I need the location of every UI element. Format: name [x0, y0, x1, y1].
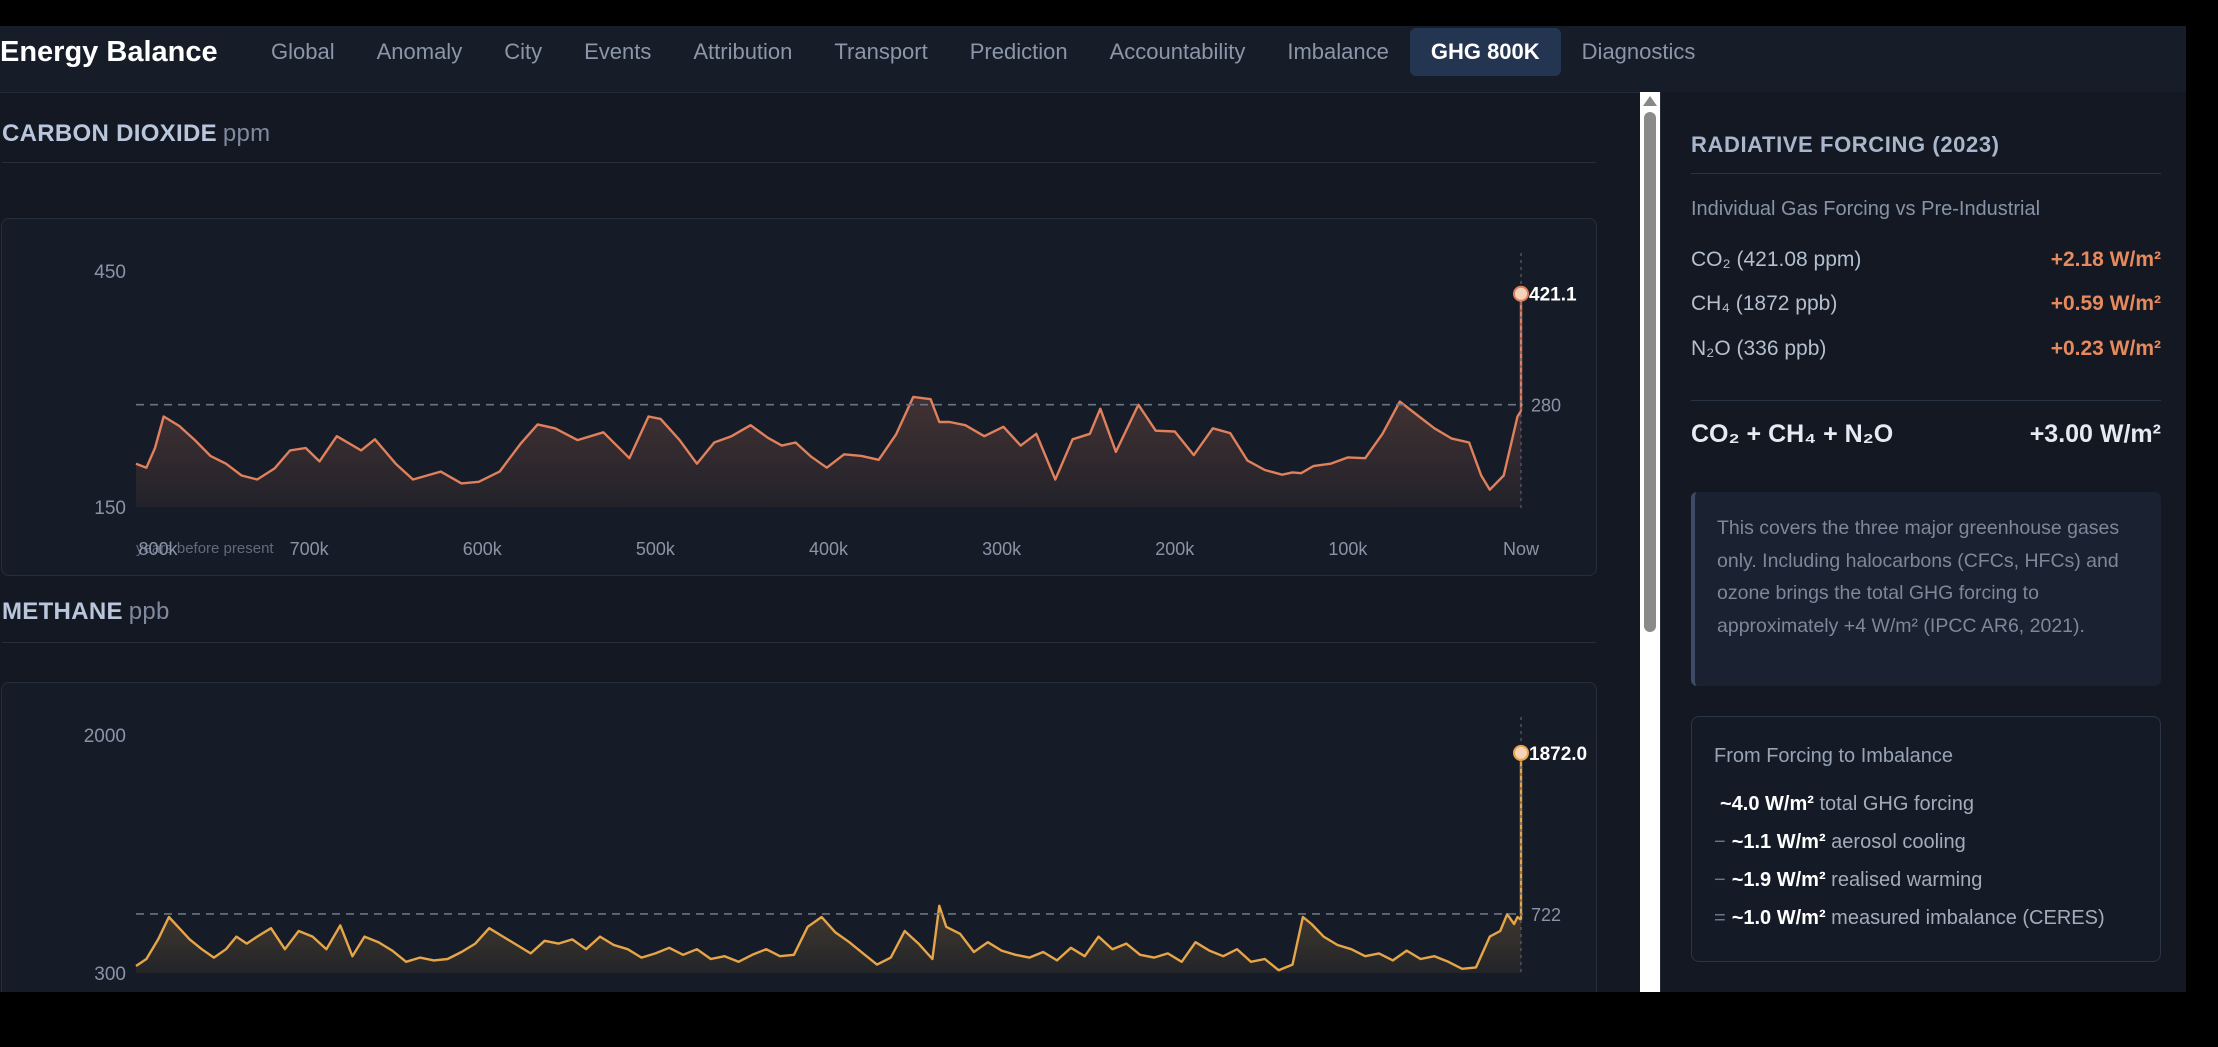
total-label: CO₂ + CH₄ + N₂O [1691, 420, 1894, 448]
forcing-line-text: realised warming [1825, 869, 1983, 891]
series-line [135, 904, 1522, 972]
gas-row-n2o: N₂O (336 ppb) +0.23 W/m² [1691, 337, 2161, 367]
total-forcing-row: CO₂ + CH₄ + N₂O +3.00 W/m² [1691, 420, 2161, 449]
forcing-box-title: From Forcing to Imbalance [1714, 745, 1953, 767]
x-tick-label: Now [1503, 539, 1540, 559]
forcing-op: − [1714, 831, 1726, 853]
forcing-line-value: ~1.1 W/m² [1731, 831, 1826, 853]
ch4-section-title: METHANE ppb [2, 598, 170, 626]
reference-label: 722 [1531, 905, 1561, 925]
tab-accountability[interactable]: Accountability [1109, 39, 1246, 64]
y-tick-label: 2000 [84, 726, 126, 747]
co2-unit: ppm [222, 120, 271, 147]
gas-name: CO₂ (421.08 ppm) [1691, 248, 1862, 271]
x-tick-label: 500k [636, 539, 676, 559]
co2-chart-card: 450 150 280 421.1 years before present 800k 70… [1, 218, 1597, 576]
forcing-line: − ~1.9 W/m² realised warming [1714, 869, 1982, 892]
tab-diagnostics[interactable]: Diagnostics [1581, 39, 1696, 64]
tab-prediction[interactable]: Prediction [969, 39, 1068, 64]
forcing-line-value: ~4.0 W/m² [1720, 793, 1814, 815]
x-axis-label: years before present [136, 540, 274, 557]
forcing-line-text: total GHG forcing [1813, 793, 1974, 815]
ch4-title: METHANE [2, 598, 123, 625]
current-value-dot[interactable] [1513, 744, 1529, 761]
brand-title: Energy Balance [0, 36, 218, 68]
series-area [136, 396, 1521, 507]
gas-name: N₂O (336 ppb) [1691, 337, 1827, 360]
tab-attribution[interactable]: Attribution [693, 39, 793, 64]
app-window: Energy Balance Global Anomaly City Events At… [0, 26, 2186, 992]
forcing-op: = [1714, 907, 1726, 929]
x-tick-label: 700k [290, 539, 330, 559]
x-tick-label: 200k [1155, 539, 1195, 559]
forcing-to-imbalance-box: From Forcing to Imbalance ~4.0 W/m² tota… [1691, 716, 2161, 962]
forcing-title-rule [1691, 173, 2161, 174]
info-note: This covers the three major greenhouse g… [1691, 492, 2161, 686]
y-tick-label: 300 [94, 964, 126, 985]
co2-section-title: CARBON DIOXIDE ppm [2, 120, 270, 148]
ch4-unit: ppb [128, 598, 170, 625]
y-tick-label: 150 [94, 498, 126, 519]
y-tick-label: 450 [94, 262, 126, 283]
forcing-line-text: aerosol cooling [1825, 831, 1966, 853]
current-value-label: 1872.0 [1529, 744, 1587, 765]
tab-bar: Global Anomaly City Events Attribution Transp… [250, 26, 1716, 76]
forcing-line-value: ~1.9 W/m² [1731, 869, 1826, 891]
tab-imbalance[interactable]: Imbalance [1287, 39, 1389, 64]
top-nav: Energy Balance Global Anomaly City Events At… [0, 26, 2186, 93]
forcing-line: = ~1.0 W/m² measured imbalance (CERES) [1714, 907, 2105, 930]
gas-forcing-value: +0.59 W/m² [2050, 292, 2161, 315]
x-tick-label: 800k [138, 539, 178, 559]
tab-global[interactable]: Global [271, 39, 335, 64]
forcing-subtitle: Individual Gas Forcing vs Pre-Industrial [1691, 198, 2041, 220]
gas-forcing-value: +2.18 W/m² [2050, 248, 2161, 271]
co2-title: CARBON DIOXIDE [2, 120, 217, 147]
scroll-up-arrow-icon[interactable] [1643, 96, 1657, 106]
gas-forcing-value: +0.23 W/m² [2050, 337, 2161, 360]
tab-anomaly[interactable]: Anomaly [376, 39, 463, 64]
x-tick-label: 600k [463, 539, 503, 559]
gas-row-ch4: CH₄ (1872 ppb) +0.59 W/m² [1691, 292, 2161, 322]
current-value-label: 421.1 [1529, 285, 1577, 306]
forcing-line-text: measured imbalance (CERES) [1825, 907, 2105, 929]
forcing-op: − [1714, 869, 1726, 891]
current-value-dot[interactable] [1513, 285, 1529, 302]
forcing-line: ~4.0 W/m² total GHG forcing [1714, 793, 1974, 816]
series-area [136, 905, 1521, 973]
forcing-title: RADIATIVE FORCING (2023) [1691, 132, 2000, 157]
gas-name: CH₄ (1872 ppb) [1691, 292, 1838, 315]
total-value: +3.00 W/m² [2029, 420, 2161, 448]
reference-label: 280 [1531, 396, 1561, 416]
tab-ghg-800k[interactable]: GHG 800K [1409, 28, 1561, 76]
vertical-scrollbar[interactable] [1640, 92, 1660, 992]
scroll-thumb[interactable] [1644, 112, 1656, 632]
x-tick-label: 100k [1328, 539, 1368, 559]
gas-row-co2: CO₂ (421.08 ppm) +2.18 W/m² [1691, 248, 2161, 278]
x-tick-label: 400k [809, 539, 849, 559]
tab-events[interactable]: Events [584, 39, 652, 64]
co2-divider [2, 162, 1596, 163]
series-line [135, 395, 1523, 491]
tab-city[interactable]: City [504, 39, 543, 64]
ch4-divider [2, 642, 1596, 643]
x-tick-label: 300k [982, 539, 1022, 559]
gas-total-rule [1691, 400, 2161, 401]
forcing-line: − ~1.1 W/m² aerosol cooling [1714, 831, 1966, 854]
charts-panel: CARBON DIOXIDE ppm 450 150 280 421.1 years be… [0, 92, 1640, 992]
forcing-panel: RADIATIVE FORCING (2023) Individual Gas … [1660, 92, 2186, 992]
tab-transport[interactable]: Transport [834, 39, 928, 64]
ch4-chart-card: 2000 300 722 1872.0 years before present 700k… [1, 682, 1597, 992]
forcing-line-value: ~1.0 W/m² [1731, 907, 1826, 929]
